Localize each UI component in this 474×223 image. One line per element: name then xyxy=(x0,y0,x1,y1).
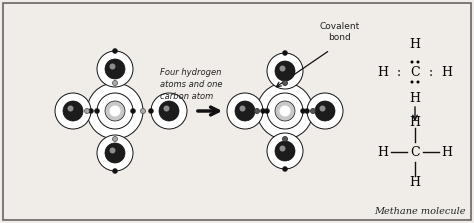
Circle shape xyxy=(283,136,288,142)
Circle shape xyxy=(304,109,310,114)
Circle shape xyxy=(164,105,170,112)
Circle shape xyxy=(89,109,93,114)
Circle shape xyxy=(283,136,288,142)
Circle shape xyxy=(410,81,413,83)
Text: Four hydrogen
atoms and one
carbon atom: Four hydrogen atoms and one carbon atom xyxy=(160,68,222,101)
Circle shape xyxy=(105,59,125,79)
Circle shape xyxy=(275,141,295,161)
Text: C: C xyxy=(410,145,420,159)
Circle shape xyxy=(310,109,316,114)
Circle shape xyxy=(301,109,306,114)
Circle shape xyxy=(113,137,117,141)
Circle shape xyxy=(275,101,295,121)
Text: H: H xyxy=(377,66,389,78)
Circle shape xyxy=(280,66,285,72)
Circle shape xyxy=(105,143,125,163)
Circle shape xyxy=(267,93,303,129)
Circle shape xyxy=(227,93,263,129)
Text: :: : xyxy=(397,66,401,78)
Circle shape xyxy=(55,93,91,129)
Circle shape xyxy=(283,167,288,171)
Circle shape xyxy=(239,105,246,112)
Circle shape xyxy=(130,109,136,114)
Circle shape xyxy=(112,136,118,142)
Circle shape xyxy=(151,93,187,129)
Text: H: H xyxy=(410,91,420,105)
Text: C: C xyxy=(410,66,420,78)
Circle shape xyxy=(94,109,100,114)
Circle shape xyxy=(283,50,288,56)
Circle shape xyxy=(275,61,295,81)
Circle shape xyxy=(109,147,116,153)
Circle shape xyxy=(97,135,133,171)
Circle shape xyxy=(141,109,145,113)
Circle shape xyxy=(97,93,133,129)
Circle shape xyxy=(267,53,303,89)
Circle shape xyxy=(109,105,120,116)
Circle shape xyxy=(315,101,335,121)
Text: :: : xyxy=(429,66,433,78)
Circle shape xyxy=(67,105,73,112)
Circle shape xyxy=(159,101,179,121)
Circle shape xyxy=(97,51,133,87)
Circle shape xyxy=(63,101,83,121)
Circle shape xyxy=(105,101,125,121)
Circle shape xyxy=(310,109,316,114)
Text: H: H xyxy=(410,37,420,50)
Circle shape xyxy=(112,81,118,85)
Circle shape xyxy=(140,109,146,114)
Circle shape xyxy=(283,81,288,85)
Text: H: H xyxy=(410,116,420,128)
Circle shape xyxy=(261,109,265,114)
Circle shape xyxy=(85,109,89,113)
Text: H: H xyxy=(441,145,453,159)
Circle shape xyxy=(267,133,303,169)
Circle shape xyxy=(148,109,154,114)
Circle shape xyxy=(283,81,288,85)
Circle shape xyxy=(280,105,291,116)
Text: Covalent
bond: Covalent bond xyxy=(320,22,360,42)
Text: H: H xyxy=(410,176,420,188)
Circle shape xyxy=(264,109,270,114)
Circle shape xyxy=(235,101,255,121)
Circle shape xyxy=(319,105,326,112)
Circle shape xyxy=(410,60,413,64)
Circle shape xyxy=(112,169,118,173)
Circle shape xyxy=(84,109,90,114)
Text: H: H xyxy=(377,145,389,159)
Circle shape xyxy=(280,145,285,151)
Circle shape xyxy=(417,81,419,83)
Circle shape xyxy=(257,83,313,139)
Circle shape xyxy=(109,64,116,70)
Circle shape xyxy=(112,48,118,54)
Circle shape xyxy=(113,81,117,85)
Circle shape xyxy=(255,109,259,114)
Circle shape xyxy=(417,60,419,64)
Text: H: H xyxy=(441,66,453,78)
Circle shape xyxy=(87,83,143,139)
Circle shape xyxy=(307,93,343,129)
Circle shape xyxy=(255,109,259,114)
Text: Methane molecule: Methane molecule xyxy=(374,207,466,216)
